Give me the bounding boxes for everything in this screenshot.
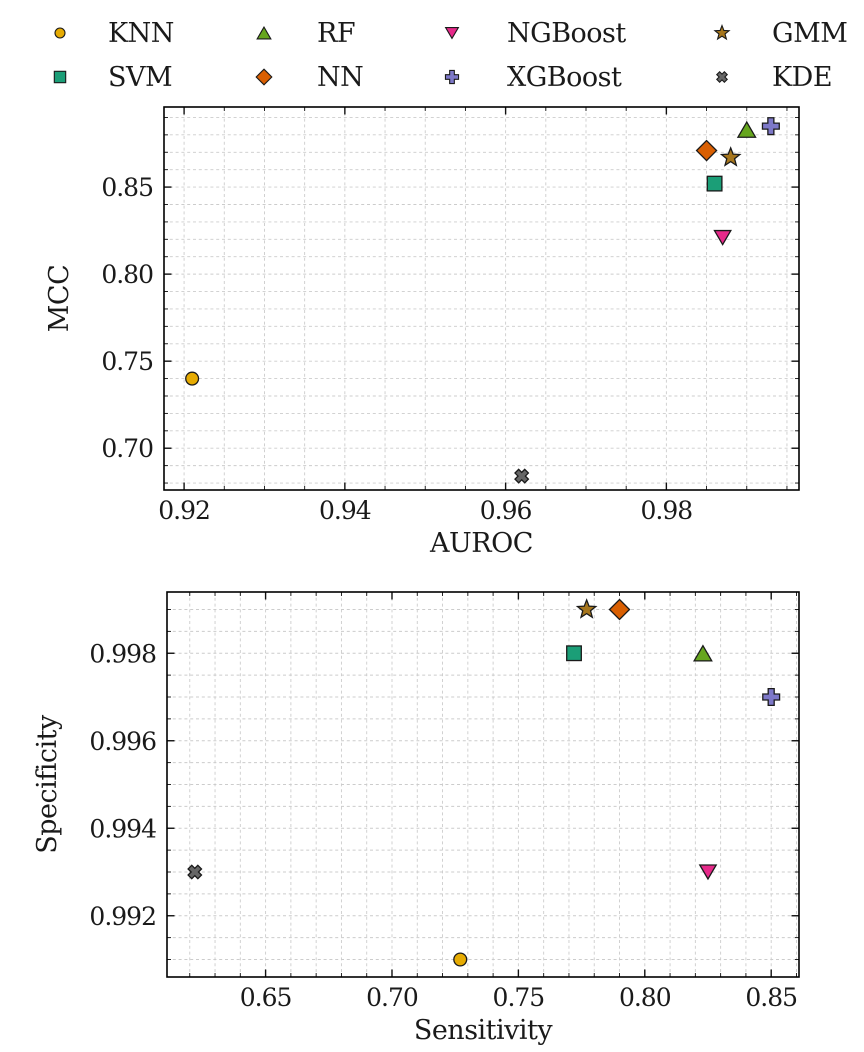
data-point-gmm [719,146,742,167]
x-tick-label: 0.70 [366,983,418,1012]
x-tick-label: 0.80 [619,983,671,1012]
kde-x-marker-icon [711,66,733,88]
y-axis-label: MCC [44,265,75,332]
data-point-svm [706,175,723,192]
data-point-gmm [575,598,598,619]
y-tick-label: 0.85 [101,173,153,202]
rf-triangle-up-marker-icon [253,22,275,44]
x-axis-label: AUROC [429,528,533,559]
legend-item-ngboost: NGBoost [441,17,626,49]
chart-mcc-vs-auroc: 0.92 0.94 0.96 0.98 0.70 0.75 0.80 0.85 AUROC MCC [44,106,800,559]
x-tick-label: 0.75 [493,983,545,1012]
legend-label-nn: NN [317,61,364,93]
y-tick-label: 0.75 [101,347,153,376]
legend-label-xgboost: XGBoost [507,61,622,93]
data-point-kde [187,864,203,880]
data-point-rf [693,644,713,662]
legend-label-gmm: GMM [772,17,848,49]
gmm-star-marker-icon [711,22,733,44]
legend-item-knn: KNN [49,17,174,49]
legend-label-kde: KDE [772,61,833,93]
data-point-ngboost [698,864,718,881]
legend-item-gmm: GMM [711,17,848,49]
y-tick-label: 0.992 [89,902,156,931]
legend-item-xgboost: XGBoost [441,61,622,93]
x-tick-label: 0.96 [480,496,532,525]
y-tick-label: 0.994 [89,814,156,843]
y-tick-label: 0.80 [101,260,153,289]
data-point-kde [514,468,530,484]
x-tick-label: 0.98 [641,496,693,525]
data-point-xgboost [761,117,780,136]
x-tick-label: 0.94 [319,496,371,525]
x-axis-label: Sensitivity [414,1015,554,1046]
ngboost-triangle-down-marker-icon [441,22,463,44]
legend-label-knn: KNN [108,17,174,49]
grid [164,107,799,490]
svm-square-marker-icon [49,66,71,88]
chart-specificity-vs-sensitivity: 0.65 0.70 0.75 0.80 0.85 0.992 0.994 0.996 0.998… [32,591,800,1046]
data-point-knn [185,371,200,386]
legend-label-svm: SVM [108,61,173,93]
knn-circle-marker-icon [49,22,71,44]
data-point-rf [736,120,757,138]
data-point-svm [566,645,582,662]
legend-item-rf: RF [253,17,356,49]
y-axis-label: Specificity [32,714,63,854]
data-point-xgboost [762,687,781,707]
legend-label-rf: RF [317,17,356,49]
data-point-knn [453,952,468,967]
x-tick-label: 0.65 [240,983,292,1012]
y-tick-label: 0.70 [101,434,153,463]
plot-border [163,106,800,491]
x-tick-label: 0.92 [158,496,210,525]
legend: KNN SVM RF NN NGBoost XGBoost GMM KDE [0,0,864,100]
y-tick-label: 0.998 [89,639,156,668]
plot-border [166,591,800,978]
legend-item-nn: NN [253,61,364,93]
legend-item-kde: KDE [711,61,833,93]
data-point-ngboost [713,229,732,246]
x-tick-label: 0.85 [745,983,797,1012]
data-point-nn [695,139,718,162]
axis-ticks [164,107,799,490]
xgboost-plus-marker-icon [441,66,463,88]
grid [167,592,799,977]
data-point-nn [608,598,631,621]
y-tick-label: 0.996 [89,727,156,756]
legend-label-ngboost: NGBoost [507,17,626,49]
nn-diamond-marker-icon [253,66,275,88]
legend-item-svm: SVM [49,61,173,93]
